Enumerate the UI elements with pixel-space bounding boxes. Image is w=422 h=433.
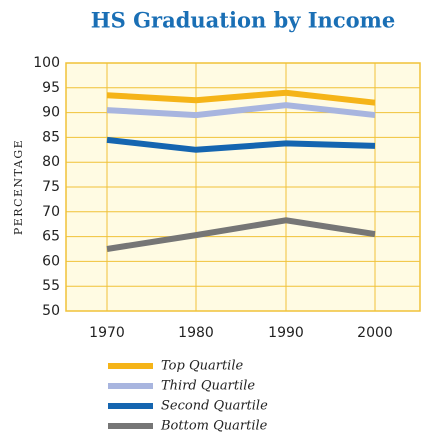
y-tick-label: 55: [42, 278, 60, 294]
legend-label: Top Quartile: [161, 359, 243, 374]
legend-label: Third Quartile: [161, 379, 255, 394]
y-axis-label: PERCENTAGE: [12, 139, 25, 235]
y-tick-label: 50: [42, 303, 60, 319]
legend-label: Bottom Quartile: [160, 419, 268, 433]
y-tick-label: 75: [42, 179, 60, 195]
y-tick-label: 85: [42, 129, 60, 145]
y-tick-label: 90: [42, 105, 60, 121]
series-line: [106, 217, 376, 252]
y-tick-label: 80: [42, 154, 60, 170]
chart-title: HS Graduation by Income: [91, 8, 395, 33]
x-tick-label: 1990: [268, 325, 304, 341]
legend-label: Second Quartile: [161, 399, 268, 414]
x-tick-label: 1980: [178, 325, 214, 341]
x-tick-label: 1970: [89, 325, 125, 341]
x-tick-label: 2000: [357, 325, 393, 341]
y-tick-label: 70: [42, 204, 60, 220]
series-line: [106, 89, 376, 106]
series-line: [106, 136, 376, 153]
y-tick-label: 65: [42, 229, 60, 245]
y-tick-label: 100: [33, 55, 60, 71]
y-tick-label: 95: [42, 80, 60, 96]
y-tick-label: 60: [42, 253, 60, 269]
series-line: [106, 102, 376, 119]
